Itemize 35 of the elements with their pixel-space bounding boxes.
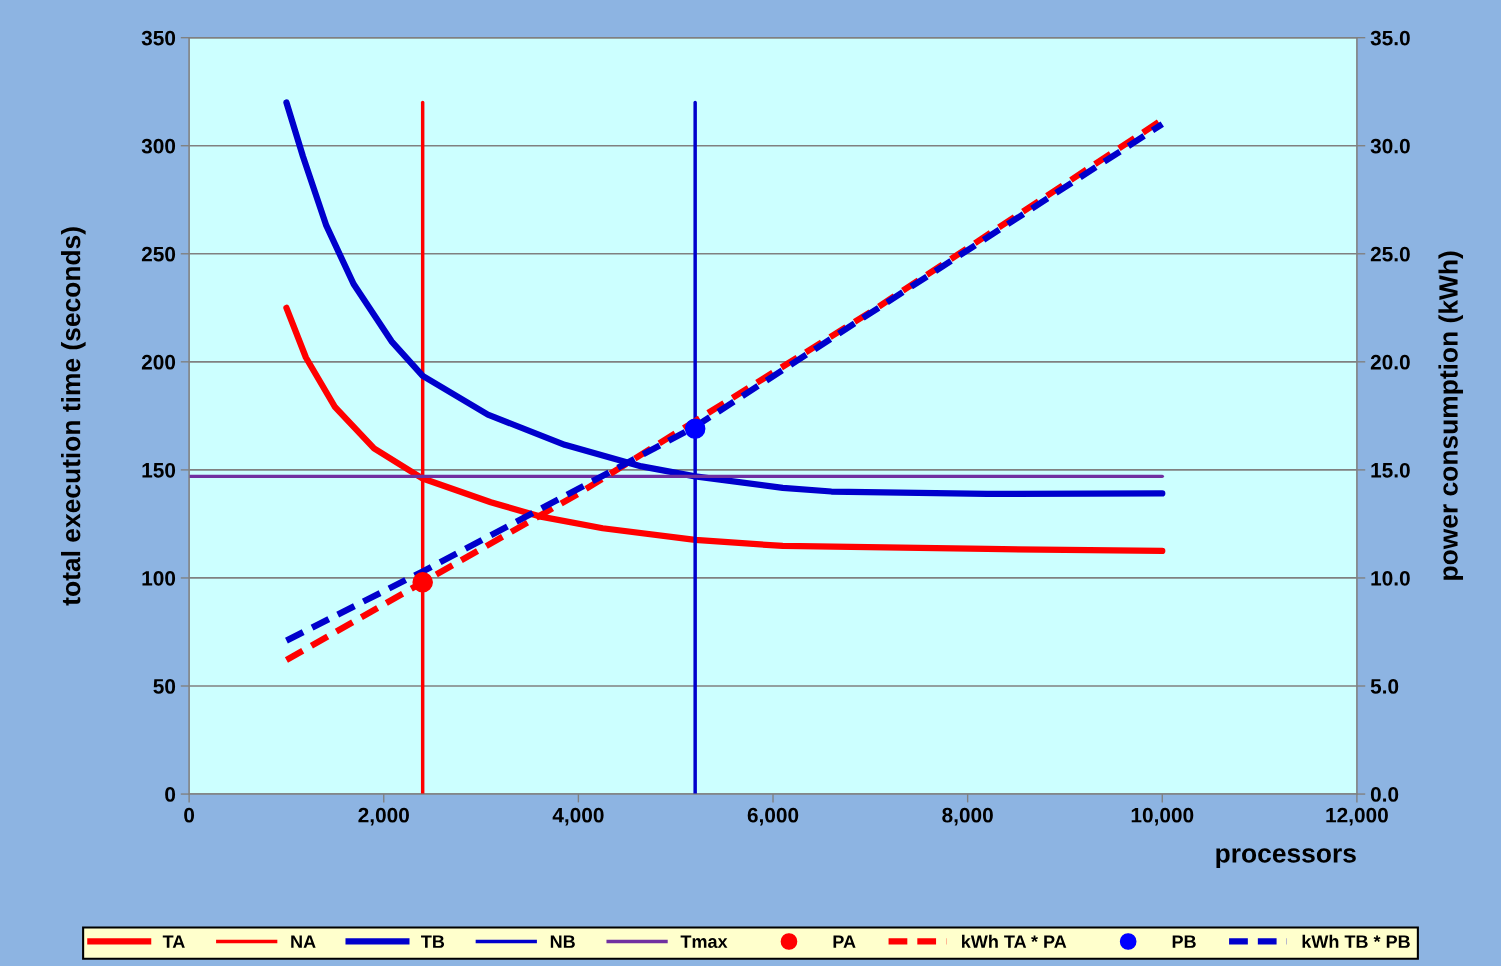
legend-label: TA xyxy=(162,935,185,948)
y2-tick-label: 15.0 xyxy=(1371,462,1410,478)
legend-label: NA xyxy=(291,935,316,948)
y2-tick-label: 10.0 xyxy=(1371,570,1410,586)
y-tick-label: 100 xyxy=(142,570,176,586)
x-tick-label: 4,000 xyxy=(552,807,604,826)
x-tick-label: 8,000 xyxy=(942,807,993,826)
y-tick-label: 350 xyxy=(141,30,176,46)
legend-label: kWh TA * PA xyxy=(962,934,1067,948)
y2-tick-label: 5.0 xyxy=(1370,679,1399,694)
legend-label: PB xyxy=(1172,935,1196,948)
y-tick-label: 300 xyxy=(141,138,176,154)
y2-tick-label: 20.0 xyxy=(1370,354,1410,370)
legend-label: NB xyxy=(550,935,575,948)
x-axis-title: processors xyxy=(1216,848,1356,868)
legend-label: kWh TB * PB xyxy=(1302,934,1410,948)
x-tick-label: 12,000 xyxy=(1326,807,1388,826)
y-axis-title: total execution time (seconds) xyxy=(61,227,86,606)
legend-label: Tmax xyxy=(680,935,728,948)
x-tick-label: 6,000 xyxy=(747,807,799,826)
y2-tick-label: 30.0 xyxy=(1370,138,1410,154)
y2-tick-label: 0.0 xyxy=(1370,787,1399,802)
legend-label: TB xyxy=(421,935,445,948)
y2-tick-label: 35.0 xyxy=(1370,30,1410,46)
y-tick-label: 150 xyxy=(142,462,176,478)
y2-axis-title: power consumption (kWh) xyxy=(1438,251,1464,580)
y-tick-label: 50 xyxy=(153,679,176,694)
x-tick-label: 2,000 xyxy=(358,807,409,826)
y2-tick-label: 25.0 xyxy=(1370,246,1410,262)
y-tick-label: 0 xyxy=(165,787,176,802)
y-tick-label: 250 xyxy=(141,246,176,262)
x-tick-label: 10,000 xyxy=(1131,807,1194,826)
legend-label: PA xyxy=(833,935,856,948)
x-tick-label: 0 xyxy=(184,807,195,823)
y-tick-label: 200 xyxy=(141,354,176,370)
